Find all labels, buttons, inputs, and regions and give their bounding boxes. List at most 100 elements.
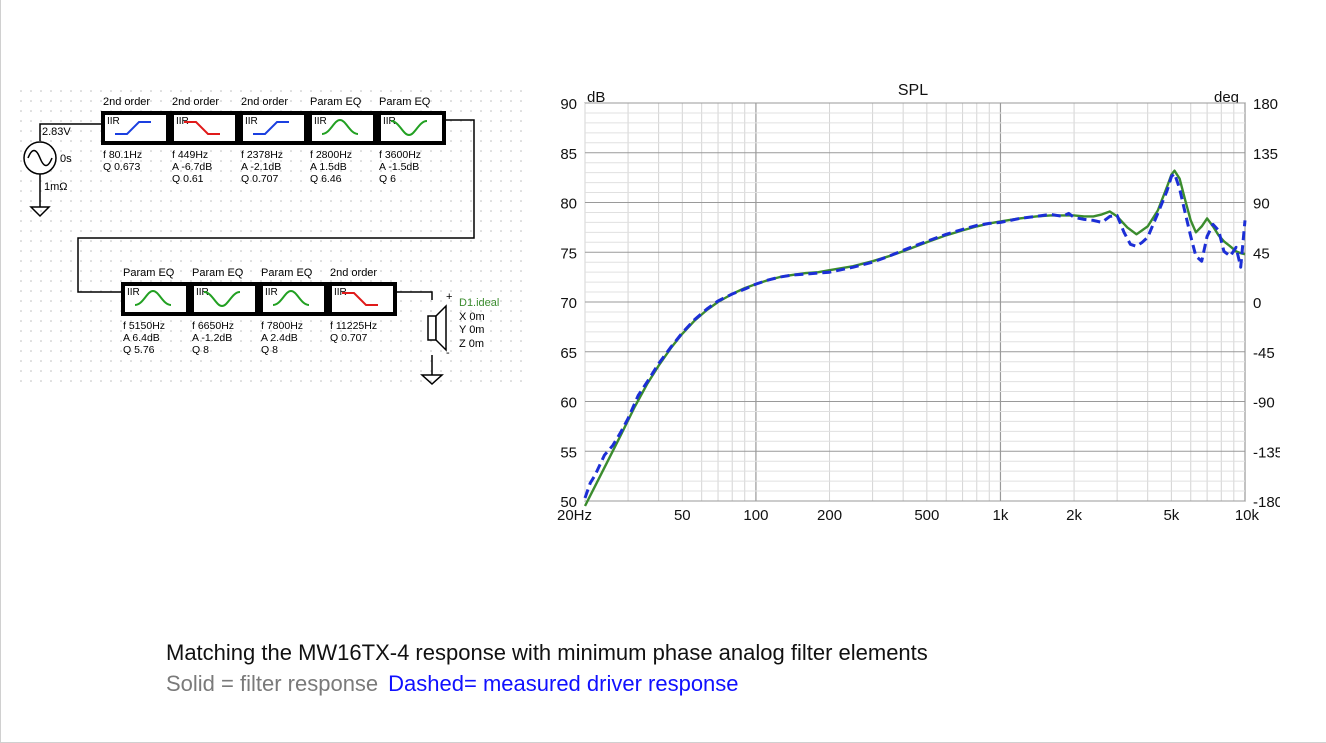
filter-title: 2nd order bbox=[103, 96, 150, 108]
dip-icon bbox=[203, 291, 241, 308]
y-tick-label: 60 bbox=[560, 395, 577, 412]
voltage-source[interactable] bbox=[23, 141, 57, 175]
driver-plus: + bbox=[446, 291, 452, 303]
filter-param: Q 8 bbox=[261, 344, 278, 356]
dip-icon bbox=[390, 120, 428, 137]
x-tick-label: 50 bbox=[674, 507, 691, 524]
filter-kind: IIR bbox=[265, 287, 278, 298]
filter-param: f 11225Hz bbox=[330, 320, 377, 332]
filter-kind: IIR bbox=[127, 287, 140, 298]
filter-param: A 2.4dB bbox=[261, 332, 298, 344]
filter-param: f 6650Hz bbox=[192, 320, 234, 332]
filter-title: Param EQ bbox=[310, 96, 362, 108]
filter-param: f 3600Hz bbox=[379, 149, 421, 161]
filter-kind: IIR bbox=[176, 116, 189, 127]
driver-x: X 0m bbox=[459, 311, 485, 323]
filter-param: A 6.4dB bbox=[123, 332, 160, 344]
filter-kind: IIR bbox=[383, 116, 396, 127]
x-tick-label: 500 bbox=[914, 507, 939, 524]
x-tick-label: 10k bbox=[1235, 507, 1260, 524]
filter-block-inner bbox=[125, 286, 186, 312]
filter-param: Q 5.76 bbox=[123, 344, 155, 356]
filter-title: 2nd order bbox=[330, 267, 377, 279]
filter-title: 2nd order bbox=[241, 96, 288, 108]
filter-title: Param EQ bbox=[379, 96, 431, 108]
filter-param: A -1.5dB bbox=[379, 161, 419, 173]
filter-param: A 1.5dB bbox=[310, 161, 347, 173]
peak-icon bbox=[272, 289, 310, 306]
lowpass-icon bbox=[342, 292, 378, 306]
filter-param: Q 8 bbox=[192, 344, 209, 356]
speaker-icon[interactable] bbox=[427, 304, 447, 352]
filter-block-inner bbox=[243, 115, 304, 141]
driver-name: D1.ideal bbox=[459, 297, 499, 309]
filter-param: Q 0.707 bbox=[330, 332, 368, 344]
caption-title: Matching the MW16TX-4 response with mini… bbox=[166, 640, 928, 665]
y2-tick-label: 135 bbox=[1253, 146, 1278, 163]
driver-minus: - bbox=[446, 347, 450, 359]
y2-tick-label: 180 bbox=[1253, 96, 1278, 113]
filter-param: f 7800Hz bbox=[261, 320, 303, 332]
y2-axis-label: deg bbox=[1214, 89, 1239, 106]
y-tick-label: 85 bbox=[560, 146, 577, 163]
filter-kind: IIR bbox=[196, 287, 209, 298]
y2-tick-label: 0 bbox=[1253, 295, 1261, 312]
filter-block-inner bbox=[194, 286, 255, 312]
y-tick-label: 55 bbox=[560, 444, 577, 461]
y-tick-label: 80 bbox=[560, 196, 577, 213]
x-tick-label: 2k bbox=[1066, 507, 1082, 524]
x-tick-label: 20Hz bbox=[557, 507, 592, 524]
filter-param: A -6.7dB bbox=[172, 161, 212, 173]
filter-param: A -2.1dB bbox=[241, 161, 281, 173]
filter-param: A -1.2dB bbox=[192, 332, 232, 344]
y2-tick-label: 90 bbox=[1253, 196, 1270, 213]
driver-ground-icon bbox=[420, 374, 444, 386]
filter-block-inner bbox=[312, 115, 373, 141]
filter-block-inner bbox=[381, 115, 442, 141]
x-tick-label: 1k bbox=[993, 507, 1009, 524]
lowpass-icon bbox=[184, 121, 220, 135]
y-tick-label: 70 bbox=[560, 295, 577, 312]
driver-y: Y 0m bbox=[459, 324, 484, 336]
driver-z: Z 0m bbox=[459, 338, 484, 350]
filter-kind: IIR bbox=[245, 116, 258, 127]
chart-title: SPL bbox=[898, 82, 928, 99]
filter-block-inner bbox=[105, 115, 166, 141]
caption-legend: Solid = filter response Dashed= measured … bbox=[166, 671, 739, 697]
x-tick-label: 5k bbox=[1163, 507, 1179, 524]
source-delay: 0s bbox=[60, 153, 72, 165]
y2-tick-label: -45 bbox=[1253, 345, 1275, 362]
filter-block-inner bbox=[332, 286, 393, 312]
measured-response-line bbox=[583, 172, 1247, 499]
y2-tick-label: -180 bbox=[1253, 494, 1280, 511]
filter-param: Q 6 bbox=[379, 173, 396, 185]
plot-series bbox=[583, 169, 1247, 507]
schematic-wires bbox=[39, 119, 475, 375]
filter-title: Param EQ bbox=[123, 267, 175, 279]
highpass-icon bbox=[253, 121, 289, 135]
filter-param: Q 6.46 bbox=[310, 173, 342, 185]
plot-grid bbox=[584, 102, 1246, 502]
filter-param: f 5150Hz bbox=[123, 320, 165, 332]
source-voltage: 2.83V bbox=[42, 126, 71, 138]
source-resistance: 1mΩ bbox=[44, 181, 68, 193]
filter-param: Q 0.707 bbox=[241, 173, 279, 185]
filter-param: f 80.1Hz bbox=[103, 149, 142, 161]
peak-icon bbox=[321, 118, 359, 135]
ground-icon bbox=[29, 206, 51, 218]
filter-param: Q 0.673 bbox=[103, 161, 141, 173]
axis-ticks: 50 55 60 65 70 75 80 85 90 -180 -135 -90 -45 0 45 90 135… bbox=[557, 96, 1280, 524]
y-axis-label: dB bbox=[587, 89, 605, 106]
caption-solid-legend: Solid = filter response bbox=[166, 671, 379, 696]
